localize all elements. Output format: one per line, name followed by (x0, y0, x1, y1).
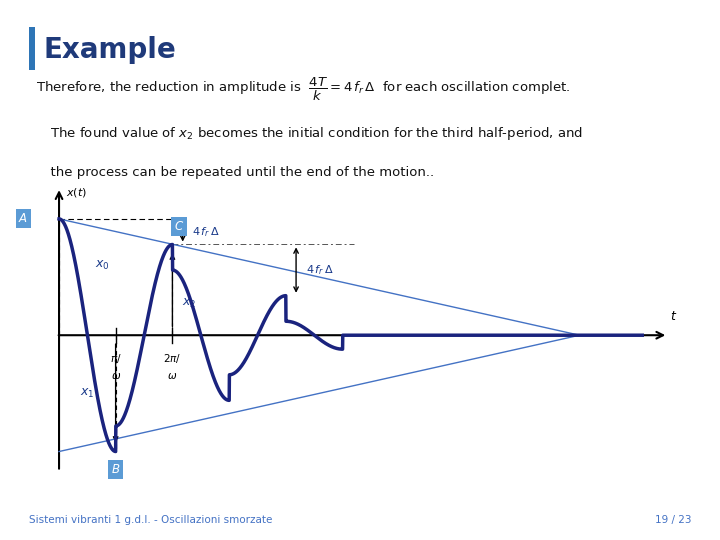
Text: $4\,f_r\,\Delta$: $4\,f_r\,\Delta$ (306, 263, 333, 277)
Text: $x_0$: $x_0$ (95, 259, 109, 272)
Text: Therefore, the reduction in amplitude is  $\dfrac{4T}{k} = 4\,f_r\,\Delta$  for : Therefore, the reduction in amplitude is… (36, 76, 570, 103)
Text: $\omega$: $\omega$ (167, 371, 178, 381)
Text: $4\,f_r\,\Delta$: $4\,f_r\,\Delta$ (192, 225, 220, 239)
Text: The found value of $x_2$ becomes the initial condition for the third half-period: The found value of $x_2$ becomes the ini… (42, 125, 584, 142)
Text: $x_1$: $x_1$ (80, 387, 94, 400)
Text: $\pi/$: $\pi/$ (110, 353, 122, 366)
Text: $x_2$: $x_2$ (182, 297, 197, 310)
Text: $2\pi/$: $2\pi/$ (163, 353, 181, 366)
Text: the process can be repeated until the end of the motion..: the process can be repeated until the en… (42, 166, 435, 179)
Text: Example: Example (43, 36, 176, 64)
Text: $\omega$: $\omega$ (111, 371, 121, 381)
Text: $x(t)$: $x(t)$ (66, 186, 86, 199)
Text: 19 / 23: 19 / 23 (654, 515, 691, 525)
Text: Sistemi vibranti 1 g.d.l. - Oscillazioni smorzate: Sistemi vibranti 1 g.d.l. - Oscillazioni… (29, 515, 272, 525)
Text: $A$: $A$ (19, 212, 28, 225)
Bar (29, 26, 35, 70)
Text: $t$: $t$ (670, 310, 677, 323)
Text: $C$: $C$ (174, 220, 184, 233)
Text: $B$: $B$ (111, 463, 120, 476)
